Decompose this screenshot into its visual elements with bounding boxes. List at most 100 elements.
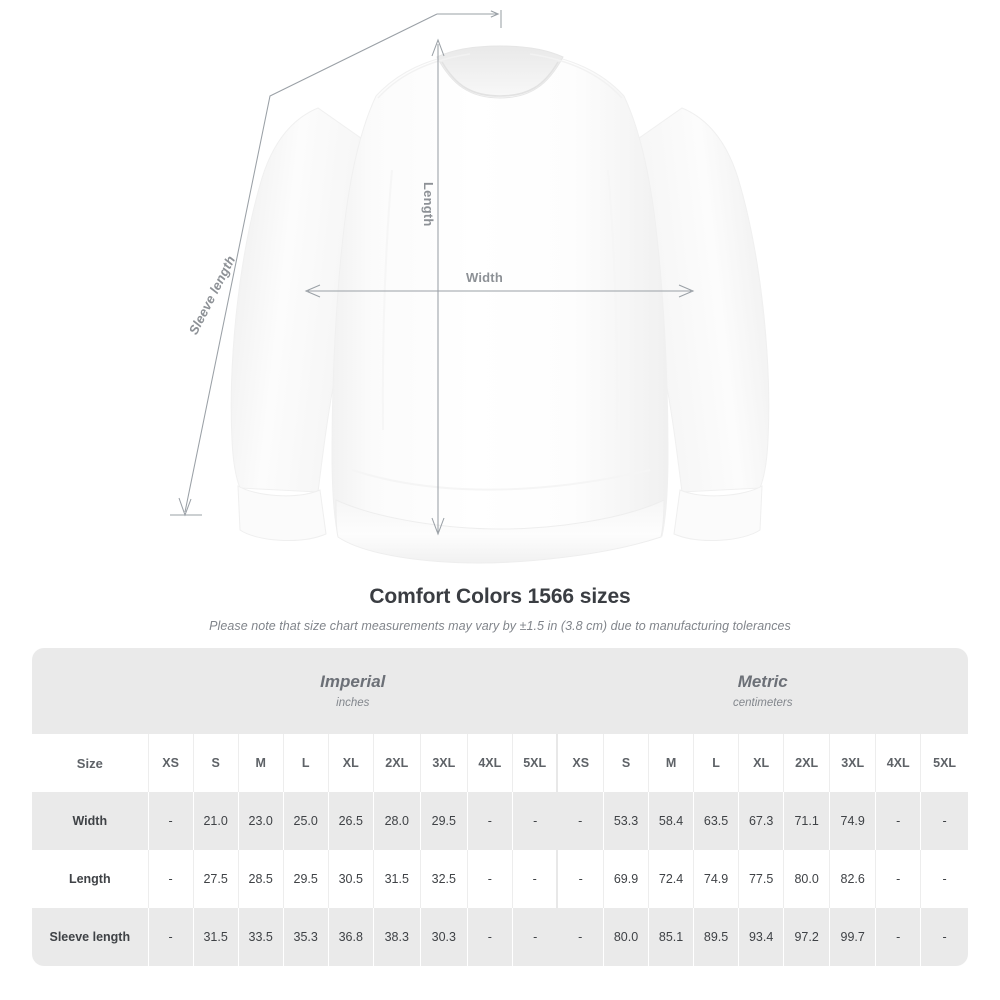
width-imperial-4xl: - — [467, 792, 513, 850]
width-imperial-m: 23.0 — [238, 792, 284, 850]
width-metric-l: 63.5 — [693, 792, 740, 850]
row-label-width: Width — [32, 792, 149, 850]
measurement-lines — [170, 10, 695, 536]
length-imperial-xl: 30.5 — [328, 850, 374, 908]
imperial-banner-cell: Imperial inches — [148, 648, 558, 734]
width-imperial-2xl: 28.0 — [373, 792, 421, 850]
sleeve-metric-xl: 93.4 — [738, 908, 785, 966]
sleeve-imperial-4xl: - — [467, 908, 513, 966]
length-imperial-2xl: 31.5 — [373, 850, 421, 908]
length-arrow-bottom — [431, 517, 445, 536]
metric-label: Metric — [737, 672, 788, 692]
sleeve-length-line — [184, 13, 438, 513]
table-row-width: Width - 21.0 23.0 25.0 26.5 28.0 29.5 - … — [32, 792, 968, 850]
banner-spacer — [32, 648, 149, 734]
imperial-label: Imperial — [320, 672, 386, 692]
header-metric-4xl: 4XL — [875, 734, 922, 792]
header-imperial-l: L — [283, 734, 329, 792]
width-metric-2xl: 71.1 — [783, 792, 831, 850]
width-imperial-l: 25.0 — [283, 792, 329, 850]
length-annotation-label: Length — [421, 182, 436, 227]
width-metric-m: 58.4 — [648, 792, 695, 850]
header-imperial-s: S — [193, 734, 239, 792]
header-imperial-2xl: 2XL — [373, 734, 421, 792]
length-imperial-m: 28.5 — [238, 850, 284, 908]
header-metric-xl: XL — [738, 734, 785, 792]
width-metric-4xl: - — [875, 792, 922, 850]
metric-unit: centimeters — [733, 696, 793, 709]
size-header-row: Size XS S M L XL 2XL 3XL 4XL 5XL XS S M … — [32, 734, 968, 792]
width-imperial-s: 21.0 — [193, 792, 239, 850]
header-metric-s: S — [603, 734, 650, 792]
row-label-length: Length — [32, 850, 149, 908]
length-metric-xl: 77.5 — [738, 850, 785, 908]
header-imperial-3xl: 3XL — [420, 734, 468, 792]
length-imperial-l: 29.5 — [283, 850, 329, 908]
garment-illustration: Length Width Sleeve length — [170, 10, 770, 564]
header-metric-xs: XS — [557, 734, 605, 792]
length-metric-3xl: 82.6 — [829, 850, 877, 908]
length-arrow-top — [431, 38, 445, 57]
width-metric-xs: - — [557, 792, 605, 850]
length-metric-2xl: 80.0 — [783, 850, 831, 908]
sleeve-imperial-3xl: 30.3 — [420, 908, 468, 966]
sleeve-imperial-2xl: 38.3 — [373, 908, 421, 966]
header-imperial-xl: XL — [328, 734, 374, 792]
length-imperial-s: 27.5 — [193, 850, 239, 908]
length-metric-s: 69.9 — [603, 850, 650, 908]
header-imperial-xs: XS — [148, 734, 194, 792]
length-imperial-4xl: - — [467, 850, 513, 908]
width-imperial-xl: 26.5 — [328, 792, 374, 850]
page-title: Comfort Colors 1566 sizes — [369, 585, 631, 608]
table-row-length: Length - 27.5 28.5 29.5 30.5 31.5 32.5 -… — [32, 850, 968, 908]
sleeve-arrow-head — [178, 497, 192, 517]
length-imperial-5xl: - — [512, 850, 559, 908]
length-imperial-3xl: 32.5 — [420, 850, 468, 908]
header-metric-l: L — [693, 734, 740, 792]
sleeve-metric-5xl: - — [920, 908, 968, 966]
width-annotation-label: Width — [466, 270, 503, 285]
size-chart-table-wrap: Imperial inches Metric centimeters Size … — [32, 648, 968, 966]
sleeve-imperial-l: 35.3 — [283, 908, 329, 966]
length-metric-xs: - — [557, 850, 605, 908]
sleeve-imperial-5xl: - — [512, 908, 558, 966]
length-metric-5xl: - — [920, 850, 968, 908]
metric-banner-cell: Metric centimeters — [557, 648, 968, 734]
length-metric-m: 72.4 — [648, 850, 695, 908]
imperial-unit: inches — [336, 696, 370, 709]
sleeve-imperial-xs: - — [148, 908, 194, 966]
width-arrow-left — [304, 284, 321, 298]
sleeve-metric-4xl: - — [875, 908, 922, 966]
table-row-sleeve-length: Sleeve length - 31.5 33.5 35.3 36.8 38.3… — [32, 908, 968, 966]
header-imperial-m: M — [238, 734, 284, 792]
width-arrow-right — [678, 284, 695, 298]
width-metric-xl: 67.3 — [738, 792, 785, 850]
header-metric-5xl: 5XL — [920, 734, 968, 792]
width-imperial-xs: - — [148, 792, 194, 850]
width-metric-3xl: 74.9 — [829, 792, 877, 850]
length-imperial-xs: - — [148, 850, 194, 908]
title-block: Comfort Colors 1566 sizes Please note th… — [0, 585, 1000, 633]
size-header-label: Size — [32, 734, 149, 792]
row-label-sleeve-length: Sleeve length — [32, 908, 149, 966]
header-imperial-5xl: 5XL — [512, 734, 559, 792]
sleeve-metric-3xl: 99.7 — [829, 908, 877, 966]
sleeve-imperial-m: 33.5 — [238, 908, 284, 966]
header-metric-m: M — [648, 734, 695, 792]
width-metric-5xl: - — [920, 792, 968, 850]
sleeve-metric-l: 89.5 — [693, 908, 740, 966]
unit-banner-row: Imperial inches Metric centimeters — [32, 648, 968, 734]
width-imperial-5xl: - — [512, 792, 558, 850]
length-metric-l: 74.9 — [693, 850, 740, 908]
width-metric-s: 53.3 — [603, 792, 650, 850]
tolerance-note: Please note that size chart measurements… — [209, 619, 791, 633]
sleeve-imperial-xl: 36.8 — [328, 908, 374, 966]
sleeve-imperial-s: 31.5 — [193, 908, 239, 966]
size-chart-table: Imperial inches Metric centimeters Size … — [32, 648, 968, 966]
sleeve-metric-m: 85.1 — [648, 908, 695, 966]
width-imperial-3xl: 29.5 — [420, 792, 468, 850]
length-metric-4xl: - — [875, 850, 922, 908]
sweatshirt-drawing — [170, 10, 770, 564]
sleeve-metric-2xl: 97.2 — [783, 908, 831, 966]
